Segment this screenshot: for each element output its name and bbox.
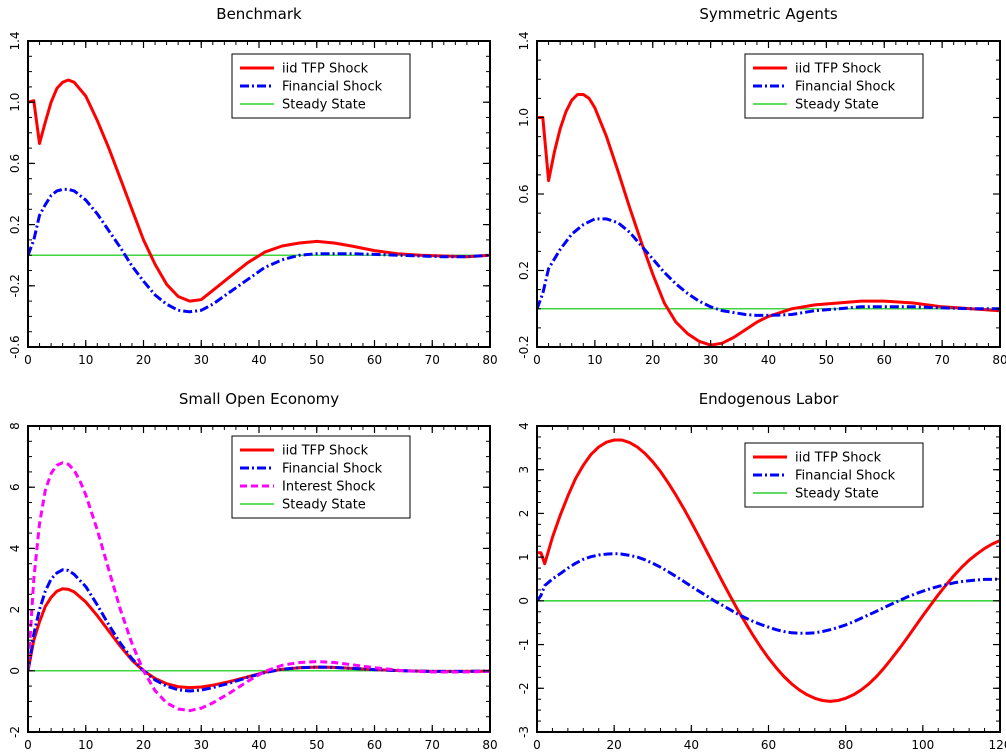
series-line-financial-shock	[28, 568, 490, 693]
x-tick-label: 100	[911, 738, 934, 752]
legend-label: iid TFP Shock	[795, 62, 882, 77]
y-tick-label: 0.6	[8, 154, 22, 173]
x-tick-label: 40	[251, 738, 266, 752]
x-tick-label: 20	[136, 353, 151, 367]
y-tick-label: 2	[8, 606, 22, 614]
legend-label: Steady State	[795, 98, 879, 113]
series-line-iid-tfp-shock	[537, 93, 1000, 347]
series-line-interest-shock	[28, 461, 490, 713]
y-tick-label: 4	[517, 422, 531, 430]
x-tick-label: 30	[194, 738, 209, 752]
series-group	[537, 93, 1000, 347]
x-tick-label: 0	[533, 353, 541, 367]
series-group	[537, 438, 1000, 703]
y-tick-label: 8	[8, 422, 22, 430]
x-tick-label: 40	[761, 353, 776, 367]
y-tick-label: -2	[8, 726, 22, 738]
y-tick-label: 3	[517, 466, 531, 474]
x-tick-label: 120	[989, 738, 1006, 752]
x-tick-label: 80	[992, 353, 1006, 367]
x-tick-label: 30	[703, 353, 718, 367]
legend-label: Financial Shock	[795, 469, 896, 484]
chart-title: Benchmark	[216, 5, 302, 23]
x-tick-label: 40	[684, 738, 699, 752]
x-tick-label: 60	[367, 738, 382, 752]
x-tick-label: 20	[645, 353, 660, 367]
series-line-financial-shock	[28, 187, 490, 314]
y-tick-label: 0	[8, 667, 22, 675]
y-tick-label: 1.4	[8, 31, 22, 50]
y-tick-label: 1.0	[8, 93, 22, 112]
y-tick-label: 6	[8, 483, 22, 491]
legend: iid TFP Shock Financial Shock Steady State	[231, 53, 411, 119]
legend-label: iid TFP Shock	[795, 451, 882, 466]
x-tick-label: 20	[136, 738, 151, 752]
x-tick-label: 20	[607, 738, 622, 752]
y-tick-label: -0.2	[517, 335, 531, 358]
legend-label: Financial Shock	[795, 80, 896, 95]
x-tick-label: 30	[194, 353, 209, 367]
x-tick-label: 80	[838, 738, 853, 752]
legend: iid TFP Shock Financial Shock Steady State	[744, 442, 924, 508]
x-tick-label: 80	[482, 738, 497, 752]
legend-label: Steady State	[282, 498, 366, 513]
x-tick-label: 0	[24, 738, 32, 752]
y-tick-label: 1.4	[517, 31, 531, 50]
legend-label: Financial Shock	[282, 80, 383, 95]
x-tick-label: 80	[482, 353, 497, 367]
x-tick-label: 50	[819, 353, 834, 367]
legend-label: Steady State	[282, 98, 366, 113]
y-tick-label: -3	[517, 726, 531, 738]
legend: iid TFP Shock Financial Shock Steady State	[744, 53, 924, 119]
y-tick-label: -1	[517, 639, 531, 651]
x-tick-label: 0	[24, 353, 32, 367]
x-tick-label: 50	[309, 353, 324, 367]
legend-label: Interest Shock	[282, 480, 376, 495]
legend-label: Steady State	[795, 487, 879, 502]
y-tick-label: -0.2	[8, 274, 22, 297]
series-group	[28, 461, 490, 713]
legend: iid TFP Shock Financial Shock Interest Sho…	[231, 435, 411, 519]
series-line-iid-tfp-shock	[28, 78, 490, 303]
y-tick-label: 0.2	[517, 261, 531, 280]
y-tick-label: 2	[517, 510, 531, 518]
y-tick-label: -2	[517, 682, 531, 694]
x-tick-label: 70	[934, 353, 949, 367]
y-tick-label: 0.2	[8, 215, 22, 234]
y-tick-label: 1	[517, 553, 531, 561]
y-tick-label: 4	[8, 545, 22, 553]
x-tick-label: 10	[78, 353, 93, 367]
y-tick-label: 0.6	[517, 184, 531, 203]
x-tick-label: 10	[78, 738, 93, 752]
x-tick-label: 70	[425, 353, 440, 367]
series-group	[28, 78, 490, 314]
y-tick-label: -0.6	[8, 335, 22, 358]
y-tick-label: 1.0	[517, 108, 531, 127]
chart-panel-1: Benchmark 0 10 20 30 40 50 60 70 80 -0.6 -0.2 0.2 0.6…	[8, 5, 498, 367]
series-line-financial-shock	[537, 552, 1000, 635]
x-tick-label: 40	[251, 353, 266, 367]
x-tick-label: 60	[761, 738, 776, 752]
chart-title: Symmetric Agents	[699, 5, 837, 23]
y-tick-label: 0	[517, 597, 531, 605]
x-tick-label: 10	[587, 353, 602, 367]
legend-label: iid TFP Shock	[282, 444, 369, 459]
x-tick-label: 60	[877, 353, 892, 367]
x-tick-label: 50	[309, 738, 324, 752]
chart-panel-4: Endogenous Labor 0 20 40 60 80 100 120 -3 -2 -1 0 1 2…	[517, 390, 1006, 752]
legend-label: iid TFP Shock	[282, 62, 369, 77]
x-tick-label: 0	[533, 738, 541, 752]
series-line-iid-tfp-shock	[537, 438, 1000, 703]
series-line-financial-shock	[537, 217, 1000, 317]
x-tick-label: 70	[425, 738, 440, 752]
legend-label: Financial Shock	[282, 462, 383, 477]
chart-panel-2: Symmetric Agents 0 10 20 30 40 50 60 70 80 -0.2 0.2…	[517, 5, 1006, 367]
chart-title: Small Open Economy	[179, 390, 339, 408]
chart-title: Endogenous Labor	[699, 390, 839, 408]
x-tick-label: 60	[367, 353, 382, 367]
